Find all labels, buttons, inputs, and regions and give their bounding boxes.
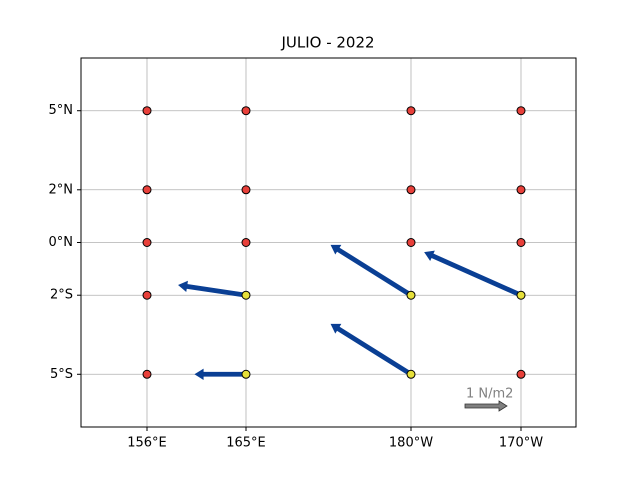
- missing-point: [142, 238, 152, 247]
- missing-point: [241, 185, 251, 195]
- y-tick-label: 0°N: [49, 235, 74, 250]
- missing-point: [406, 106, 416, 116]
- missing-point: [406, 185, 416, 195]
- wind-vector: [194, 368, 247, 381]
- vector-point: [406, 369, 416, 379]
- missing-point: [241, 238, 251, 247]
- x-tick-label: 156°E: [127, 436, 167, 451]
- x-tick-label: 170°W: [499, 436, 543, 451]
- wind-vector: [330, 323, 413, 377]
- key-arrow: [464, 400, 508, 412]
- missing-point: [516, 238, 526, 247]
- vector-point: [241, 369, 251, 379]
- missing-point: [516, 185, 526, 195]
- x-tick-label: 180°W: [389, 436, 433, 451]
- plot-frame: [80, 57, 577, 428]
- chart-title: JULIO - 2022: [280, 34, 374, 52]
- x-tick-label: 165°E: [226, 436, 266, 451]
- missing-point: [516, 369, 526, 379]
- missing-point: [142, 369, 152, 379]
- y-tick-label: 5°N: [49, 103, 74, 118]
- wind-vector: [424, 250, 523, 298]
- missing-point: [142, 106, 152, 116]
- missing-point: [406, 238, 416, 247]
- key-label: 1 N/m2: [466, 387, 513, 402]
- missing-point: [241, 106, 251, 116]
- wind-vector: [330, 244, 413, 298]
- missing-point: [142, 290, 152, 300]
- y-tick-label: 2°S: [50, 288, 73, 303]
- vector-point: [516, 290, 526, 300]
- missing-point: [516, 106, 526, 116]
- missing-point: [142, 185, 152, 195]
- vector-point: [241, 290, 251, 300]
- vector-point: [406, 290, 416, 300]
- y-tick-label: 5°S: [50, 367, 73, 382]
- wind-vector: [178, 280, 247, 298]
- y-tick-label: 2°N: [49, 182, 74, 197]
